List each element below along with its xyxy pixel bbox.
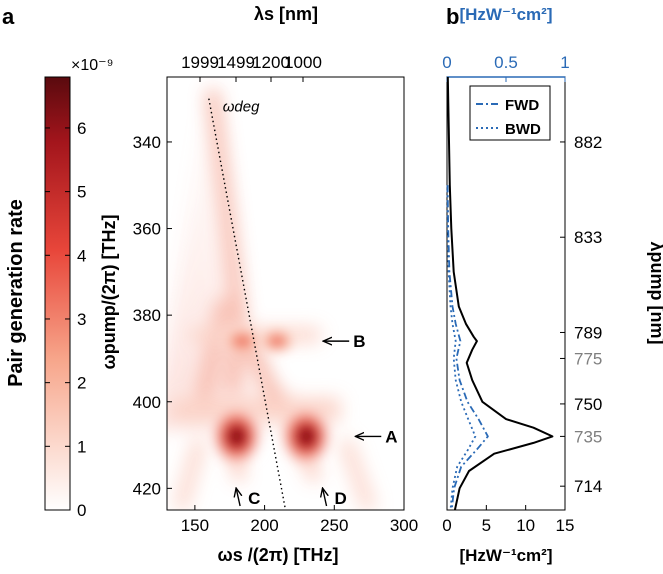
spectrum-legend: FWD BWD [470,86,550,140]
colorbar-exponent: ×10⁻⁹ [71,57,113,74]
heatmap-x-label: ωs /(2π) [THz] [218,545,339,565]
annotation-label: D [335,489,347,508]
spectrum-right-tick-label: 833 [574,228,602,247]
top-x-tick-label: 1499 [217,53,255,72]
heatmap-peak [276,402,336,470]
spectrum-right-tick-label: 882 [574,133,602,152]
spectrum-x-label: [HzW⁻¹cm²] [459,546,552,565]
heatmap-peak [207,402,267,470]
annotation-label: A [385,427,397,446]
annotation-label: B [353,332,365,351]
colorbar-label: Pair generation rate [5,199,27,387]
colorbar-tick-label: 0 [77,501,86,520]
degeneracy-label: ωdeg [223,99,260,116]
spectrum-panel: 0 5 10 15 0 0.5 1 882 833 789 775 750 735 714 FWD BWD… [442,5,663,565]
spectrum-x-tick-label: 5 [482,516,491,535]
x-tick-label: 250 [320,516,348,535]
spectrum-top-tick-label: 1 [560,53,569,72]
spectrum-x-tick-label: 0 [442,516,451,535]
heatmap-top-x-label: λs [nm] [254,4,318,24]
colorbar-tick-label: 2 [77,374,86,393]
heatmap-peak [255,325,299,357]
top-x-tick-label: 1000 [284,53,322,72]
x-tick-label: 300 [390,516,418,535]
top-x-tick-label: 1999 [181,53,219,72]
annotation-label: C [248,489,260,508]
colorbar-tick-label: 5 [77,183,86,202]
y-tick-label: 340 [133,133,161,152]
colorbar-tick-label: 6 [77,119,86,138]
spectrum-frame [447,77,565,510]
spectrum-top-x-label: [HzW⁻¹cm²] [459,5,552,24]
colorbar-tick-label: 1 [77,437,86,456]
y-tick-label: 420 [133,479,161,498]
legend-label-bwd: BWD [505,121,541,138]
y-tick-label: 400 [133,393,161,412]
spectrum-right-y-label: λpump [nm] [647,242,663,345]
heatmap-y-label: ωpump/(2π) [THz] [99,215,119,370]
spectrum-x-tick-label: 15 [556,516,575,535]
heatmap-panel: ωdeg A B C D 150 200 250 300 340 360 380 400 420 199… [99,4,418,565]
spectrum-top-tick-label: 0.5 [494,53,518,72]
colorbar-tick-label: 3 [77,310,86,329]
spectrum-right-tick-label: 714 [574,477,602,496]
colorbar-gradient [45,77,70,510]
spectrum-right-tick-label: 735 [574,427,602,446]
y-tick-label: 380 [133,306,161,325]
spectrum-series [447,77,552,510]
spectrum-right-tick-label: 789 [574,323,602,342]
spectrum-line-total [448,77,553,510]
colorbar: 0 1 2 3 4 5 6 ×10⁻⁹ Pair generation rate [5,57,113,520]
panel-label-b: b [446,4,459,29]
colorbar-tick-label: 4 [77,246,86,265]
spectrum-top-tick-label: 0 [442,53,451,72]
spectrum-right-tick-label: 750 [574,395,602,414]
spectrum-right-tick-label: 775 [574,349,602,368]
spectrum-x-tick-label: 10 [516,516,535,535]
x-tick-label: 200 [250,516,278,535]
y-tick-label: 360 [133,220,161,239]
legend-label-fwd: FWD [505,97,539,114]
heatmap-image [150,77,404,510]
x-tick-label: 150 [181,516,209,535]
panel-label-a: a [2,4,15,29]
